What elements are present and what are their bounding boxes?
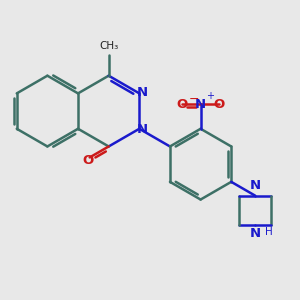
- Text: H: H: [265, 227, 272, 237]
- Text: N: N: [136, 123, 148, 136]
- Text: N: N: [136, 86, 148, 99]
- Text: −: −: [189, 93, 200, 106]
- Text: N: N: [195, 98, 206, 110]
- Text: O: O: [177, 98, 188, 110]
- Text: N: N: [250, 227, 261, 240]
- Text: +: +: [206, 91, 214, 100]
- Text: N: N: [250, 179, 261, 192]
- Text: O: O: [82, 154, 94, 167]
- Text: CH₃: CH₃: [99, 41, 118, 51]
- Text: O: O: [213, 98, 225, 110]
